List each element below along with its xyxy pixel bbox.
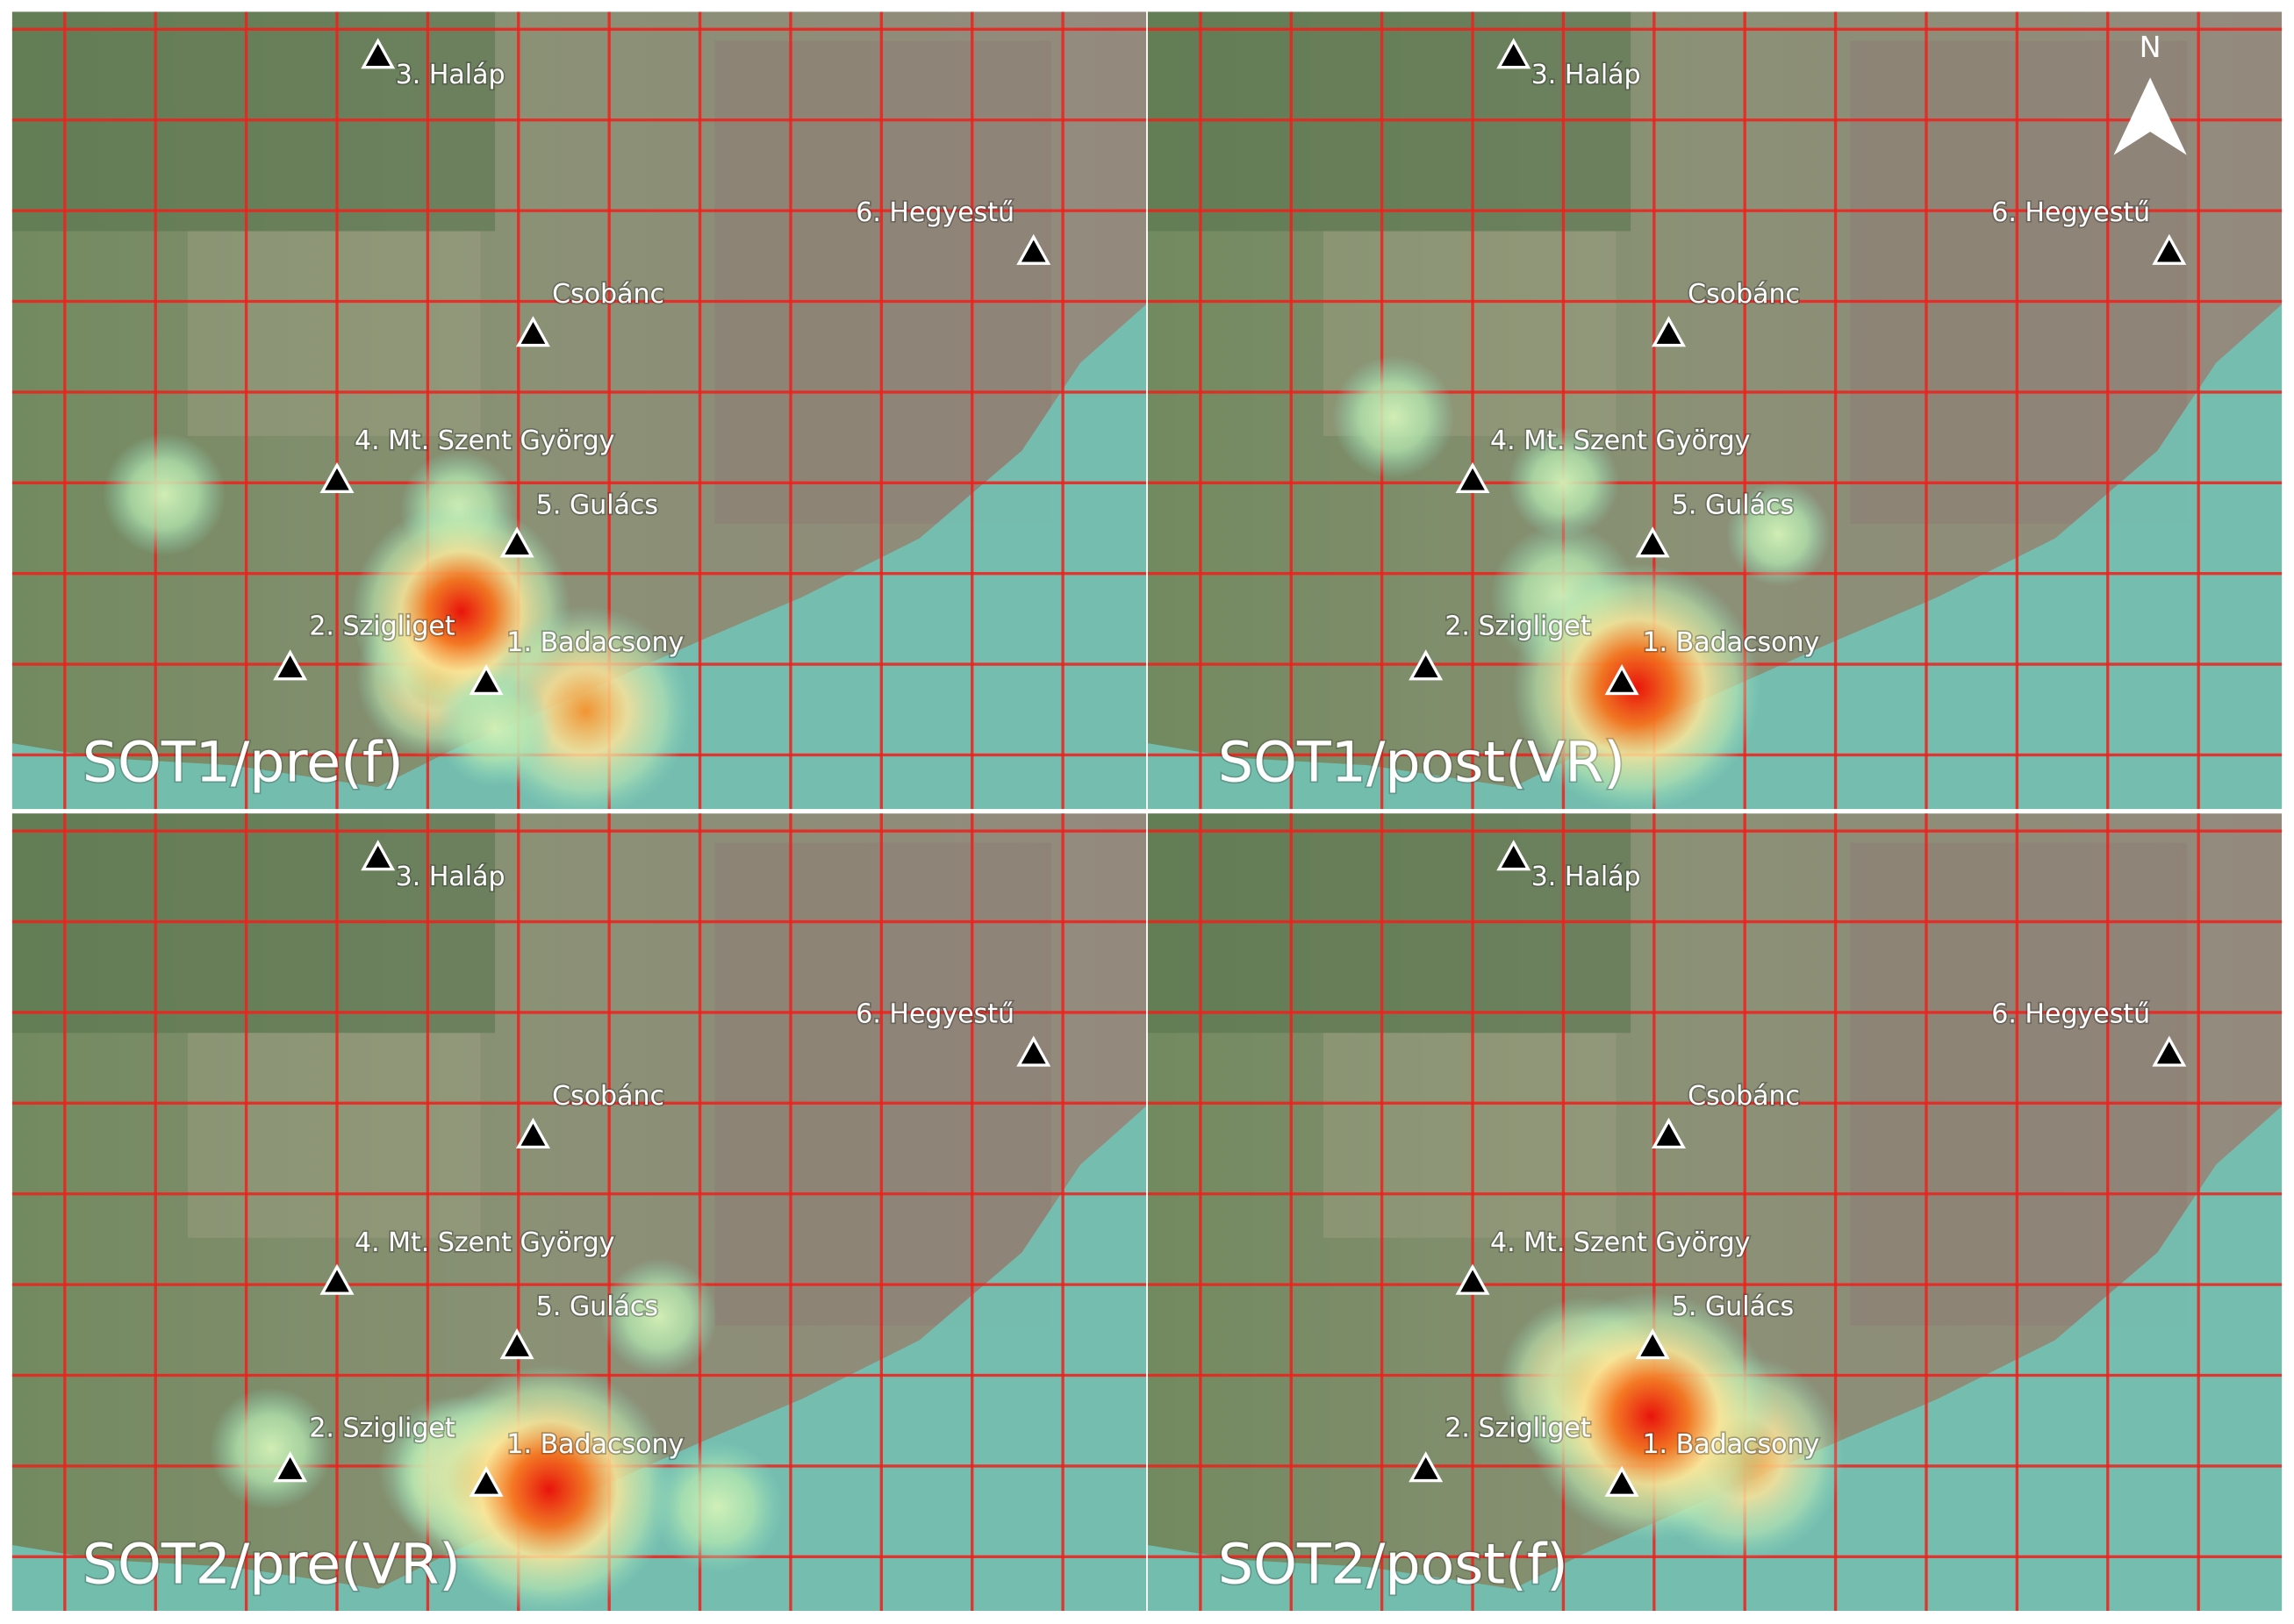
- landmark-marker: [273, 1451, 308, 1483]
- landmark-marker: [499, 526, 534, 558]
- lake: [1147, 1105, 2283, 1611]
- landmark-label: 5. Gulács: [536, 1291, 658, 1322]
- landmark-label: 4. Mt. Szent György: [355, 426, 614, 456]
- landmark-marker: [499, 1328, 534, 1360]
- landmark-label: 2. Szigliget: [1445, 1413, 1590, 1444]
- landmark-marker: [1635, 526, 1670, 558]
- north-label: N: [2140, 30, 2161, 64]
- heat-blob: [436, 669, 554, 788]
- landmark-marker: [1604, 1465, 1639, 1497]
- landmark-marker: [1409, 649, 1444, 681]
- landmark-label: 3. Haláp: [396, 60, 505, 90]
- landmark-marker: [515, 316, 550, 347]
- landmark-marker: [1635, 1328, 1670, 1360]
- landmark-label: 3. Haláp: [396, 862, 505, 892]
- landmark-marker: [319, 1263, 355, 1295]
- landmark-label: 2. Szigliget: [309, 612, 455, 642]
- map-panel: 3. Haláp 6. Hegyestű Csobánc 4. Mt. Szent G…: [1147, 813, 2283, 1611]
- panel-label: SOT1/pre(f): [82, 729, 404, 794]
- landmark-label: 1. Badacsony: [1642, 1429, 1819, 1460]
- landmark-label: 2. Szigliget: [309, 1413, 455, 1444]
- heat-blob: [600, 1258, 718, 1376]
- landmark-label: 6. Hegyestű: [856, 999, 1014, 1030]
- map-panel: 3. Haláp 6. Hegyestű Csobánc 4. Mt. Szent G…: [1147, 11, 2283, 810]
- landmark-label: Csobánc: [1688, 279, 1800, 310]
- landmark-marker: [319, 461, 355, 493]
- heat-blob: [651, 1441, 784, 1573]
- panel-label: SOT1/post(VR): [1218, 729, 1625, 794]
- panel-label: SOT2/pre(VR): [82, 1531, 461, 1596]
- landmark-marker: [2152, 233, 2187, 265]
- landmark-label: 1. Badacsony: [506, 1429, 684, 1460]
- landmark-marker: [1455, 461, 1490, 493]
- landmark-marker: [515, 1117, 550, 1149]
- landmark-label: 4. Mt. Szent György: [1490, 1227, 1750, 1258]
- landmark-marker: [2152, 1035, 2187, 1067]
- landmark-marker: [361, 840, 396, 871]
- landmark-label: 4. Mt. Szent György: [1490, 426, 1750, 456]
- landmark-label: 4. Mt. Szent György: [355, 1227, 614, 1258]
- landmark-marker: [1604, 663, 1639, 696]
- landmark-marker: [273, 649, 308, 681]
- landmark-label: Csobánc: [552, 279, 664, 310]
- landmark-marker: [1409, 1451, 1444, 1483]
- landmark-label: 1. Badacsony: [1642, 627, 1819, 658]
- forest: [1147, 813, 1631, 1034]
- landmark-marker: [1651, 316, 1686, 347]
- landmark-label: 2. Szigliget: [1445, 612, 1590, 642]
- lake: [1147, 304, 2283, 810]
- map-panel: 3. Haláp 6. Hegyestű Csobánc 4. Mt. Szent G…: [11, 813, 1147, 1611]
- heat-blob: [103, 433, 226, 556]
- panel-label: SOT2/post(f): [1218, 1531, 1568, 1596]
- landmark-marker: [1651, 1117, 1686, 1149]
- landmark-marker: [1496, 38, 1531, 69]
- landmark-marker: [469, 1465, 504, 1497]
- landmark-label: 6. Hegyestű: [856, 197, 1014, 228]
- landmark-label: 5. Gulács: [536, 490, 658, 520]
- landmark-label: 5. Gulács: [1672, 490, 1794, 520]
- heat-blob: [1508, 426, 1619, 539]
- map-panel: 3. Haláp 6. Hegyestű Csobánc 4. Mt. Szent G…: [11, 11, 1147, 810]
- forest: [11, 813, 496, 1034]
- landmark-marker: [1455, 1263, 1490, 1295]
- heat-blob: [209, 1386, 333, 1510]
- landmark-label: 1. Badacsony: [506, 627, 684, 658]
- landmark-marker: [1496, 840, 1531, 871]
- landmark-label: 5. Gulács: [1672, 1291, 1794, 1322]
- landmark-label: 3. Haláp: [1531, 862, 1641, 892]
- heat-blob: [1526, 1291, 1776, 1541]
- heat-blob: [1331, 355, 1456, 479]
- heat-blob: [1725, 481, 1832, 587]
- fields: [187, 231, 481, 436]
- fields: [1323, 1033, 1617, 1238]
- fields: [187, 1033, 481, 1238]
- landmark-label: 3. Haláp: [1531, 60, 1641, 90]
- landmark-marker: [1016, 1035, 1051, 1067]
- landmark-marker: [469, 663, 504, 696]
- landmark-label: Csobánc: [552, 1081, 664, 1112]
- landmark-marker: [361, 38, 396, 69]
- landmark-label: Csobánc: [1688, 1081, 1800, 1112]
- lake: [11, 1105, 1147, 1611]
- landmark-label: 6. Hegyestű: [1991, 999, 2150, 1030]
- landmark-marker: [1016, 233, 1051, 265]
- heat-blob: [425, 1364, 674, 1611]
- heat-blob: [1512, 563, 1761, 810]
- lake: [11, 304, 1147, 810]
- north-arrow: [2113, 77, 2187, 155]
- landmark-label: 6. Hegyestű: [1991, 197, 2150, 228]
